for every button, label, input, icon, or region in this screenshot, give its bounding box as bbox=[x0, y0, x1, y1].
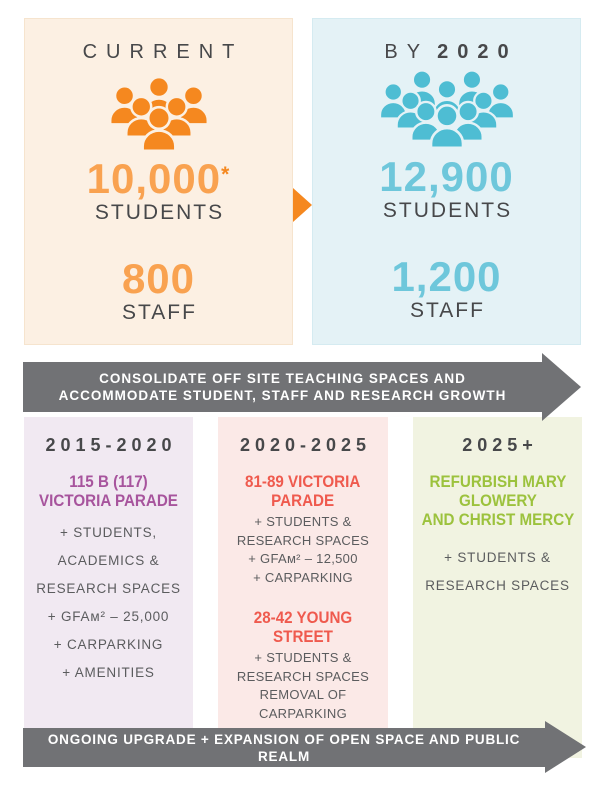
banner-body: CONSOLIDATE OFF SITE TEACHING SPACES AND… bbox=[23, 362, 542, 412]
current-students-label: STUDENTS bbox=[94, 201, 225, 224]
future-students-value: 12,900 bbox=[379, 153, 514, 200]
site-details: + STUDENTS & RESEARCH SPACES + GFAᴍ² – 1… bbox=[236, 514, 370, 585]
current-students-value: 10,000* bbox=[86, 155, 231, 202]
phase-column-2020-2025: 2020-2025 81-89 VICTORIA PARADE + STUDEN… bbox=[218, 417, 388, 758]
future-staff-value: 1,200 bbox=[391, 253, 502, 300]
site-heading: 28-42 YOUNG STREET bbox=[253, 609, 353, 646]
current-panel: CURRENT 10,000* STUDENTS 800 STAFF bbox=[24, 18, 293, 345]
period-label: 2015-2020 bbox=[45, 435, 177, 455]
arrow-head-icon bbox=[545, 721, 586, 773]
current-staff-value: 800 bbox=[121, 255, 196, 302]
people-group-icon bbox=[108, 75, 209, 153]
phase-column-2025-plus: 2025+ REFURBISH MARY GLOWERY AND CHRIST … bbox=[413, 417, 582, 758]
site-details: + STUDENTS, ACADEMICS & RESEARCH SPACES … bbox=[36, 525, 181, 680]
consolidation-arrow-banner: CONSOLIDATE OFF SITE TEACHING SPACES AND… bbox=[23, 353, 581, 421]
site-details: + STUDENTS & RESEARCH SPACES bbox=[425, 550, 570, 593]
site-heading: 81-89 VICTORIA PARADE bbox=[245, 473, 361, 510]
future-panel-title: BY 2020 bbox=[384, 41, 518, 63]
right-triangle-icon bbox=[293, 188, 312, 222]
future-students-label: STUDENTS bbox=[382, 199, 513, 222]
period-label: 2025+ bbox=[462, 435, 538, 455]
site-heading: REFURBISH MARY GLOWERY AND CHRIST MERCY bbox=[421, 473, 574, 529]
banner-body: ONGOING UPGRADE + EXPANSION OF OPEN SPAC… bbox=[23, 728, 545, 767]
upgrade-arrow-banner: ONGOING UPGRADE + EXPANSION OF OPEN SPAC… bbox=[23, 721, 586, 774]
site-heading: 115 B (117) VICTORIA PARADE bbox=[39, 473, 178, 510]
banner-text: ONGOING UPGRADE + EXPANSION OF OPEN SPAC… bbox=[47, 731, 521, 764]
site-details: + STUDENTS & RESEARCH SPACES REMOVAL OF … bbox=[236, 650, 370, 721]
footnote-asterisk: * bbox=[221, 163, 231, 186]
phase-column-2015-2020: 2015-2020 115 B (117) VICTORIA PARADE + … bbox=[24, 417, 193, 758]
future-staff-label: STAFF bbox=[410, 299, 485, 322]
future-panel: BY 2020 12,900 STUDENTS 1,200 STAFF bbox=[312, 18, 581, 345]
period-label: 2020-2025 bbox=[239, 435, 372, 455]
people-crowd-icon bbox=[378, 69, 515, 150]
current-staff-label: STAFF bbox=[122, 301, 197, 324]
banner-text: CONSOLIDATE OFF SITE TEACHING SPACES AND… bbox=[58, 371, 507, 403]
current-panel-title: CURRENT bbox=[82, 41, 244, 63]
arrow-head-icon bbox=[542, 353, 581, 421]
